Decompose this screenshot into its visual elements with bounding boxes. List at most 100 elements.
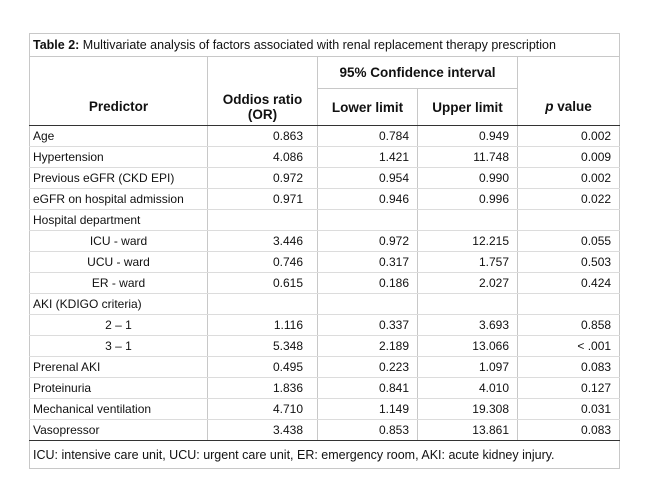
upper-limit-cell: 19.308: [417, 398, 518, 420]
upper-limit-cell: 0.949: [417, 125, 518, 147]
table-caption-row: Table 2: Multivariate analysis of factor…: [28, 33, 621, 57]
upper-limit-cell: 13.066: [417, 335, 518, 357]
upper-limit-cell: 4.010: [417, 377, 518, 399]
upper-limit-cell: 0.990: [417, 167, 518, 189]
lower-limit-cell: 2.189: [317, 335, 418, 357]
p-value-cell: < .001: [516, 335, 621, 357]
header-lower-limit: Lower limit: [317, 88, 418, 126]
upper-limit-cell: 11.748: [417, 146, 518, 168]
odds-ratio-cell: 1.836: [207, 377, 318, 399]
p-value-cell: 0.083: [516, 419, 621, 441]
table-row: Prerenal AKI 0.495 0.223 1.097 0.083: [29, 356, 621, 378]
upper-limit-cell: [417, 293, 518, 315]
upper-limit-cell: 1.757: [417, 251, 518, 273]
lower-limit-cell: 0.972: [317, 230, 418, 252]
table-row: Hospital department: [29, 209, 621, 231]
lower-limit-cell: 1.149: [317, 398, 418, 420]
table-row: Mechanical ventilation 4.710 1.149 19.308 0.…: [29, 398, 621, 420]
header-row-top: 95% Confidence interval: [29, 56, 621, 89]
odds-ratio-cell: 0.746: [207, 251, 318, 273]
table-row: 3 – 1 5.348 2.189 13.066 < .001: [29, 335, 621, 357]
odds-ratio-cell: [207, 209, 318, 231]
predictor-cell: 2 – 1: [29, 314, 208, 336]
table-row: UCU - ward 0.746 0.317 1.757 0.503: [29, 251, 621, 273]
header-p-value: p value: [516, 88, 621, 126]
odds-ratio-cell: 4.710: [207, 398, 318, 420]
p-value-cell: 0.009: [516, 146, 621, 168]
odds-ratio-cell: [207, 293, 318, 315]
caption-label: Table 2:: [33, 38, 80, 52]
predictor-cell: Age: [29, 125, 208, 147]
table-caption: Table 2: Multivariate analysis of factor…: [28, 33, 621, 57]
p-value-cell: 0.424: [516, 272, 621, 294]
lower-limit-cell: [317, 209, 418, 231]
upper-limit-cell: 12.215: [417, 230, 518, 252]
p-value-cell: 0.083: [516, 356, 621, 378]
caption-text: Multivariate analysis of factors associa…: [82, 38, 556, 52]
upper-limit-cell: 1.097: [417, 356, 518, 378]
lower-limit-cell: 0.317: [317, 251, 418, 273]
odds-ratio-cell: 1.116: [207, 314, 318, 336]
table-row: AKI (KDIGO criteria): [29, 293, 621, 315]
results-table-container: Table 2: Multivariate analysis of factor…: [28, 33, 621, 469]
odds-ratio-cell: 0.495: [207, 356, 318, 378]
odds-ratio-cell: 4.086: [207, 146, 318, 168]
header-upper-limit: Upper limit: [417, 88, 518, 126]
lower-limit-cell: 1.421: [317, 146, 418, 168]
table-body: Age 0.863 0.784 0.949 0.002 Hypertension 4.086…: [29, 125, 621, 441]
predictor-cell: Hypertension: [29, 146, 208, 168]
p-value-italic: p: [545, 99, 554, 115]
lower-limit-cell: 0.841: [317, 377, 418, 399]
table-row: Previous eGFR (CKD EPI) 0.972 0.954 0.990 0.…: [29, 167, 621, 189]
table-row: Hypertension 4.086 1.421 11.748 0.009: [29, 146, 621, 168]
predictor-cell: 3 – 1: [29, 335, 208, 357]
header-row-columns: Predictor Oddios ratio (OR) Lower limit …: [29, 88, 621, 126]
predictor-cell: UCU - ward: [29, 251, 208, 273]
p-value-cell: 0.022: [516, 188, 621, 210]
p-value-cell: [516, 209, 621, 231]
odds-ratio-cell: 3.446: [207, 230, 318, 252]
predictor-cell: AKI (KDIGO criteria): [29, 293, 208, 315]
predictor-cell: Previous eGFR (CKD EPI): [29, 167, 208, 189]
lower-limit-cell: 0.223: [317, 356, 418, 378]
p-value-suffix: value: [553, 99, 592, 115]
predictor-cell: Prerenal AKI: [29, 356, 208, 378]
upper-limit-cell: 13.861: [417, 419, 518, 441]
table-row: 2 – 1 1.116 0.337 3.693 0.858: [29, 314, 621, 336]
odds-ratio-cell: 0.615: [207, 272, 318, 294]
p-value-cell: 0.127: [516, 377, 621, 399]
table-footnote: ICU: intensive care unit, UCU: urgent ca…: [28, 440, 621, 469]
p-value-cell: [516, 293, 621, 315]
lower-limit-cell: 0.784: [317, 125, 418, 147]
upper-limit-cell: 0.996: [417, 188, 518, 210]
odds-ratio-cell: 0.972: [207, 167, 318, 189]
odds-ratio-cell: 0.863: [207, 125, 318, 147]
upper-limit-cell: 3.693: [417, 314, 518, 336]
predictor-cell: Hospital department: [29, 209, 208, 231]
predictor-cell: Mechanical ventilation: [29, 398, 208, 420]
odds-ratio-cell: 0.971: [207, 188, 318, 210]
lower-limit-cell: 0.186: [317, 272, 418, 294]
lower-limit-cell: 0.853: [317, 419, 418, 441]
header-blank-p: [516, 56, 621, 89]
lower-limit-cell: 0.946: [317, 188, 418, 210]
p-value-cell: 0.002: [516, 167, 621, 189]
p-value-cell: 0.002: [516, 125, 621, 147]
odds-ratio-cell: 5.348: [207, 335, 318, 357]
multivariate-table: Table 2: Multivariate analysis of factor…: [28, 33, 621, 469]
table-row: ER - ward 0.615 0.186 2.027 0.424: [29, 272, 621, 294]
table-row: ICU - ward 3.446 0.972 12.215 0.055: [29, 230, 621, 252]
predictor-cell: Proteinuria: [29, 377, 208, 399]
header-blank-predictor: [29, 56, 208, 89]
p-value-cell: 0.055: [516, 230, 621, 252]
p-value-cell: 0.858: [516, 314, 621, 336]
lower-limit-cell: 0.337: [317, 314, 418, 336]
table-row: Age 0.863 0.784 0.949 0.002: [29, 125, 621, 147]
lower-limit-cell: 0.954: [317, 167, 418, 189]
footnote-row: ICU: intensive care unit, UCU: urgent ca…: [28, 440, 621, 469]
table-row: Proteinuria 1.836 0.841 4.010 0.127: [29, 377, 621, 399]
predictor-cell: ER - ward: [29, 272, 208, 294]
table-row: Vasopressor 3.438 0.853 13.861 0.083: [29, 419, 621, 441]
table-row: eGFR on hospital admission 0.971 0.946 0.99…: [29, 188, 621, 210]
predictor-cell: Vasopressor: [29, 419, 208, 441]
